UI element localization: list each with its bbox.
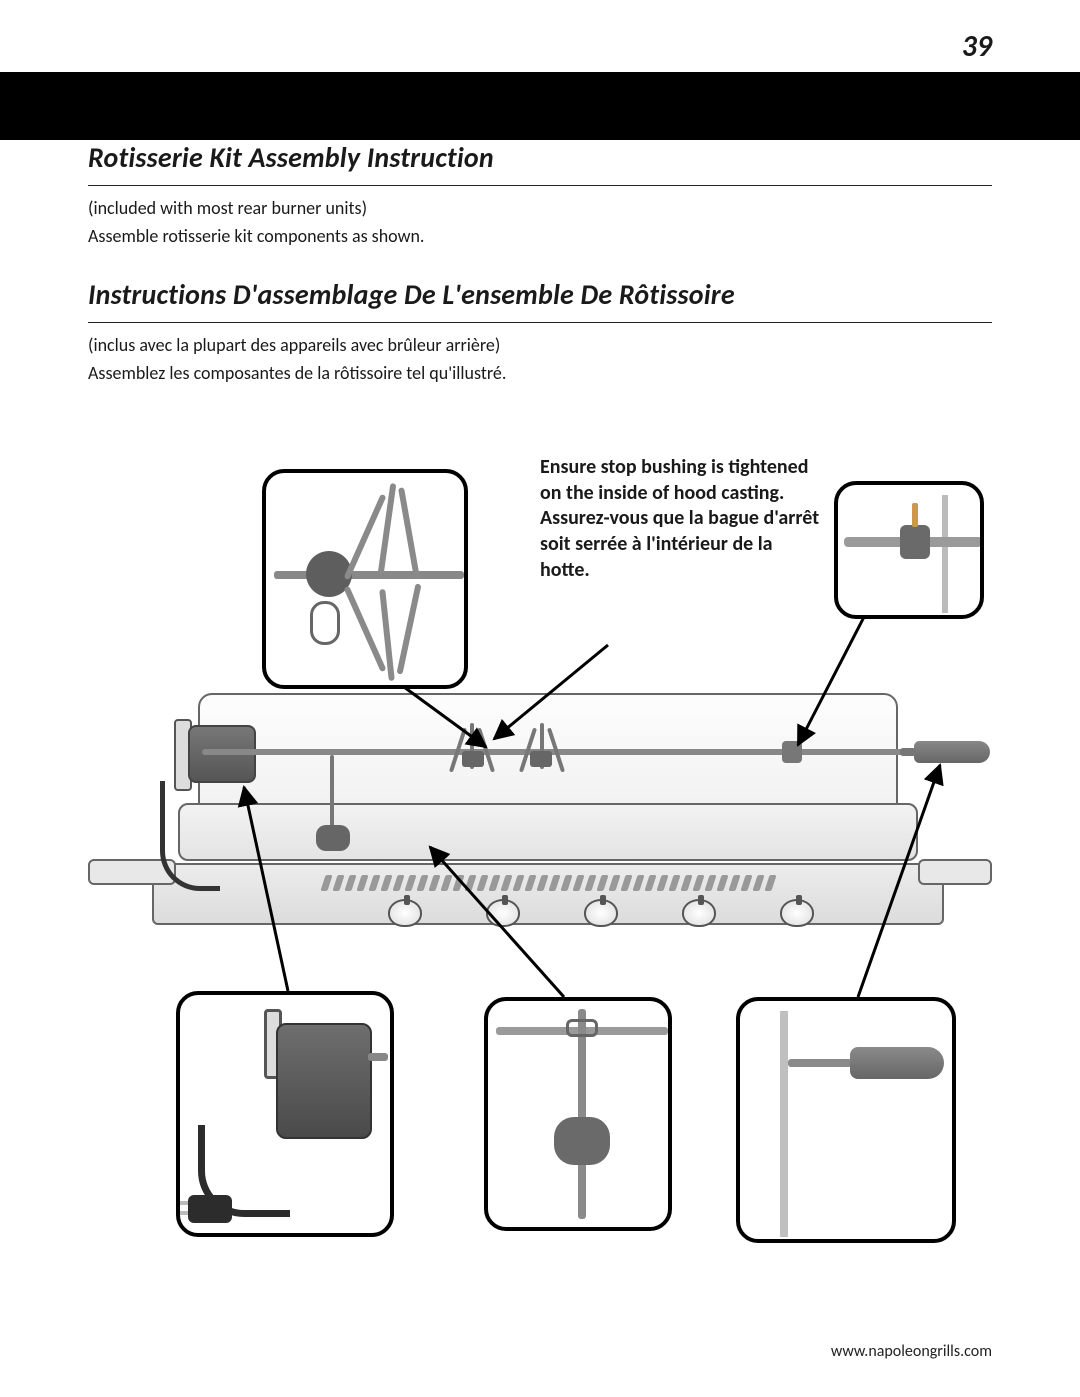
- rotisserie-fork-right: [518, 721, 566, 783]
- vent-slot: [380, 875, 392, 891]
- vent-slot: [608, 875, 620, 891]
- vent-slot: [656, 875, 668, 891]
- body-fr-line2: Assemblez les composantes de la rôtissoi…: [88, 361, 992, 385]
- vent-slot: [692, 875, 704, 891]
- vent-slot: [716, 875, 728, 891]
- detail-forks: [262, 469, 468, 689]
- spit-handle: [914, 741, 990, 763]
- vent-slot: [392, 875, 404, 891]
- vent-slot: [524, 875, 536, 891]
- body-en-line2: Assemble rotisserie kit components as sh…: [88, 224, 992, 248]
- section-french: Instructions D'assemblage De L'ensemble …: [88, 277, 992, 386]
- stop-bushing-callout: Ensure stop bushing is tightened on the …: [540, 455, 820, 583]
- callout-en: Ensure stop bushing is tightened on the …: [540, 455, 808, 505]
- control-knob: [780, 899, 814, 927]
- vent-slot: [620, 875, 632, 891]
- vent-slot: [512, 875, 524, 891]
- vent-slot: [416, 875, 428, 891]
- vent-slot: [428, 875, 440, 891]
- detail-handle: [736, 997, 956, 1243]
- vent-slot: [440, 875, 452, 891]
- section-title-fr: Instructions D'assemblage De L'ensemble …: [88, 277, 992, 312]
- control-knob: [486, 899, 520, 927]
- vent-slot: [488, 875, 500, 891]
- vent-slot: [452, 875, 464, 891]
- vent-slot: [644, 875, 656, 891]
- vent-slot: [548, 875, 560, 891]
- vent-slot: [704, 875, 716, 891]
- control-knob: [584, 899, 618, 927]
- control-knob: [682, 899, 716, 927]
- vent-slot: [356, 875, 368, 891]
- page-content: Rotisserie Kit Assembly Instruction (inc…: [88, 140, 992, 1265]
- rotisserie-fork-left: [448, 721, 496, 783]
- header-black-band: [0, 72, 1080, 140]
- vent-slot: [332, 875, 344, 891]
- vent-slot: [572, 875, 584, 891]
- callout-fr: Assurez-vous que la bague d'arrêt soit s…: [540, 506, 819, 581]
- control-knob: [388, 899, 422, 927]
- stop-bushing: [782, 741, 802, 763]
- vent-slot: [368, 875, 380, 891]
- vent-slot: [536, 875, 548, 891]
- section-title-en: Rotisserie Kit Assembly Instruction: [88, 140, 992, 175]
- vent-slot: [668, 875, 680, 891]
- assembly-diagram: Ensure stop bushing is tightened on the …: [88, 455, 992, 1265]
- vent-slot: [632, 875, 644, 891]
- section-rule-fr: [88, 322, 992, 323]
- section-english: Rotisserie Kit Assembly Instruction (inc…: [88, 140, 992, 249]
- vent-slot: [740, 875, 752, 891]
- body-fr-line1: (inclus avec la plupart des appareils av…: [88, 333, 992, 357]
- control-knobs: [388, 899, 814, 927]
- vent-slot: [764, 875, 776, 891]
- detail-counterweight: [484, 997, 672, 1231]
- vent-slot: [404, 875, 416, 891]
- manual-page: 39 Rotisserie Kit Assembly Instruction (…: [0, 0, 1080, 1397]
- vent-slot: [596, 875, 608, 891]
- vent-slot: [320, 875, 332, 891]
- vent-slot: [344, 875, 356, 891]
- vent-slot: [476, 875, 488, 891]
- power-cord: [160, 781, 220, 891]
- grill-hood-lip: [178, 803, 918, 861]
- vent-row: [198, 873, 898, 893]
- counterweight: [316, 825, 350, 851]
- side-shelf-right: [918, 859, 992, 885]
- vent-slot: [728, 875, 740, 891]
- vent-slot: [752, 875, 764, 891]
- vent-slot: [560, 875, 572, 891]
- section-rule-en: [88, 185, 992, 186]
- vent-slot: [584, 875, 596, 891]
- detail-motor: [176, 991, 394, 1237]
- footer-url: www.napoleongrills.com: [831, 1342, 992, 1361]
- body-en-line1: (included with most rear burner units): [88, 196, 992, 220]
- vent-slot: [464, 875, 476, 891]
- page-number: 39: [962, 28, 992, 65]
- vent-slot: [680, 875, 692, 891]
- detail-stop-bushing: [834, 481, 984, 619]
- vent-slot: [500, 875, 512, 891]
